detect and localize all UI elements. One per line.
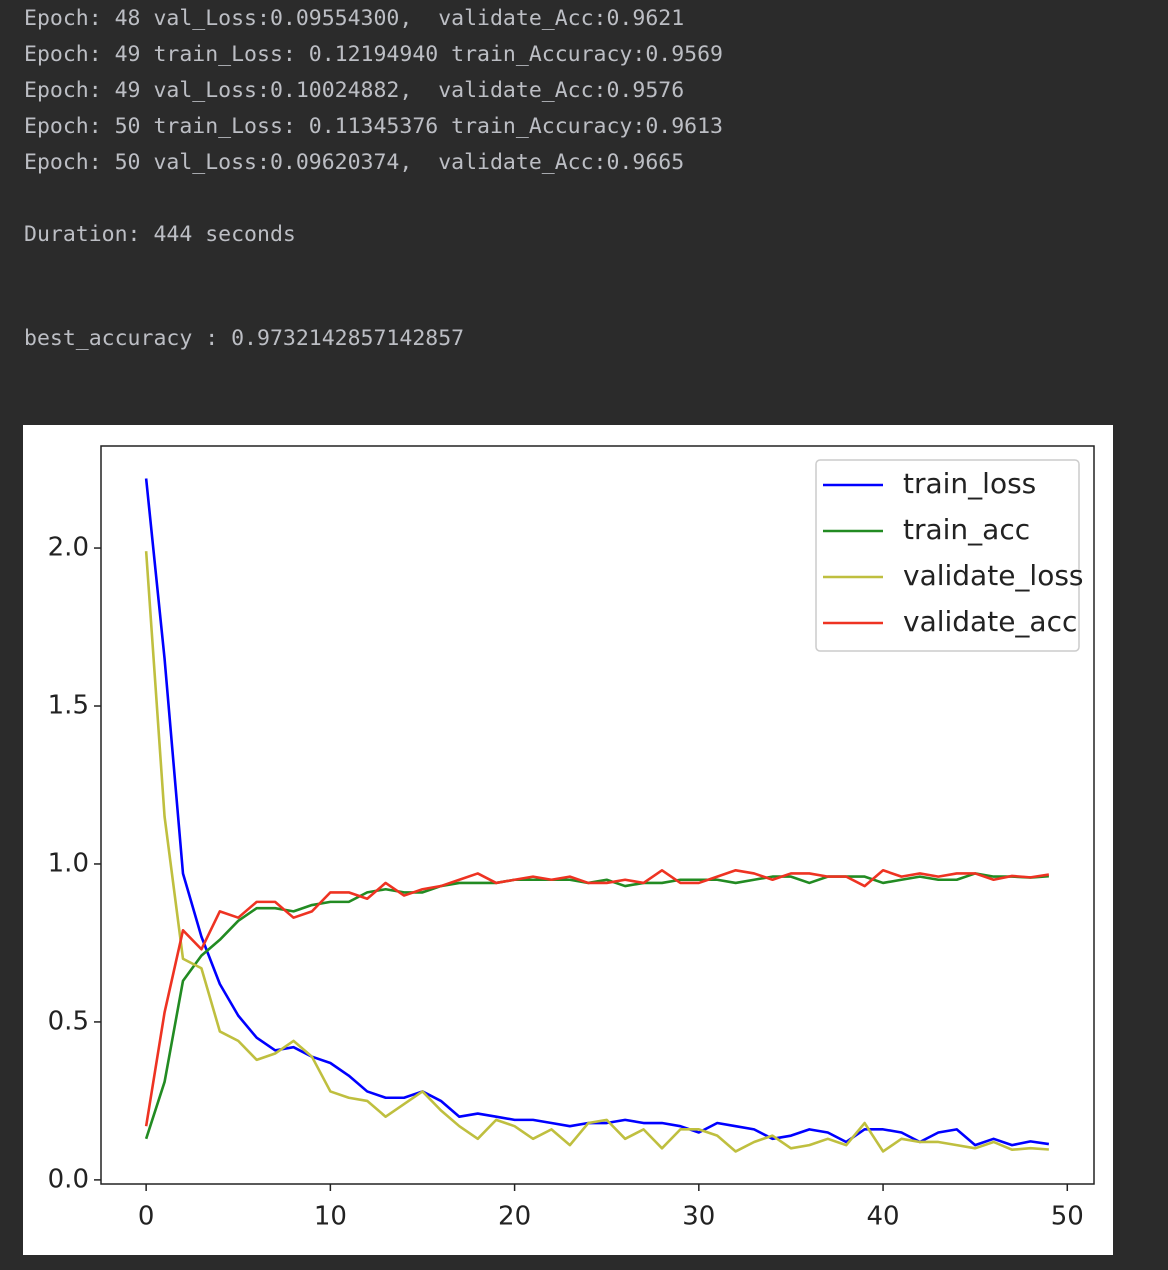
legend-label: train_acc [903, 513, 1030, 546]
legend-label: validate_acc [903, 605, 1077, 638]
legend-label: validate_loss [903, 559, 1084, 592]
legend-label: train_loss [903, 467, 1036, 500]
x-tick-label: 30 [682, 1202, 715, 1232]
x-tick-label: 0 [138, 1202, 155, 1232]
x-tick-label: 50 [1051, 1202, 1084, 1232]
console-line: Epoch: 49 val_Loss:0.10024882, validate_… [24, 78, 685, 103]
data-line [144, 478, 1050, 1147]
axes-frame [100, 445, 1095, 1185]
y-tick-label: 1.0 [48, 848, 89, 878]
y-tick-label: 0.5 [48, 1006, 89, 1036]
x-tick-label: 10 [314, 1202, 347, 1232]
legend-box [815, 459, 1080, 652]
y-tick-label: 2.0 [48, 533, 89, 563]
x-tick-label: 20 [498, 1202, 531, 1232]
data-line [144, 868, 1050, 1127]
console-line: Epoch: 50 train_Loss: 0.11345376 train_A… [24, 114, 723, 139]
y-tick-label: 1.5 [48, 691, 89, 721]
chart: 0 10 20 30 40 50 0.0 0.5 1.0 1.5 2.0 train_losstrai… [23, 425, 1113, 1255]
console-line: Epoch: 50 val_Loss:0.09620374, validate_… [24, 150, 685, 175]
y-tick-label: 0.0 [48, 1164, 89, 1194]
x-tick-label: 40 [867, 1202, 900, 1232]
data-line [144, 872, 1049, 1140]
console-line: Duration: 444 seconds [24, 222, 296, 247]
console-line: best_accuracy : 0.9732142857142857 [24, 326, 465, 351]
console-line: Epoch: 48 val_Loss:0.09554300, validate_… [24, 6, 685, 31]
console-line: Epoch: 49 train_Loss: 0.12194940 train_A… [24, 42, 723, 67]
data-line [144, 551, 1049, 1153]
